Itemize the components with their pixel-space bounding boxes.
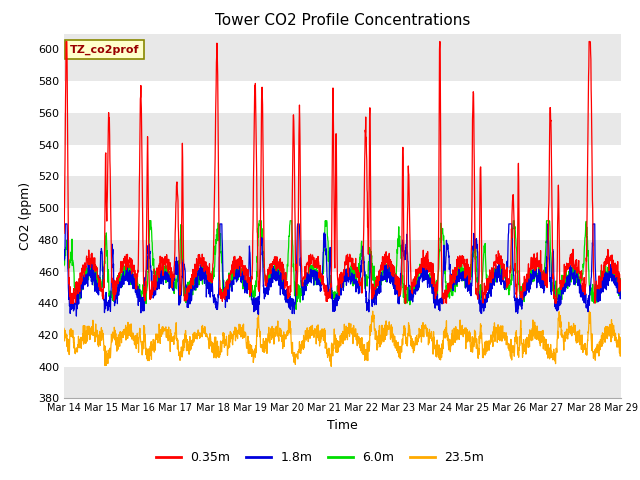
X-axis label: Time: Time — [327, 419, 358, 432]
Legend: 0.35m, 1.8m, 6.0m, 23.5m: 0.35m, 1.8m, 6.0m, 23.5m — [150, 446, 490, 469]
Bar — [64, 81, 621, 113]
Bar — [64, 144, 621, 176]
Bar — [64, 208, 621, 240]
Title: Tower CO2 Profile Concentrations: Tower CO2 Profile Concentrations — [214, 13, 470, 28]
Y-axis label: CO2 (ppm): CO2 (ppm) — [19, 182, 33, 250]
Text: TZ_co2prof: TZ_co2prof — [70, 45, 139, 55]
Bar — [64, 272, 621, 303]
Bar — [64, 335, 621, 367]
